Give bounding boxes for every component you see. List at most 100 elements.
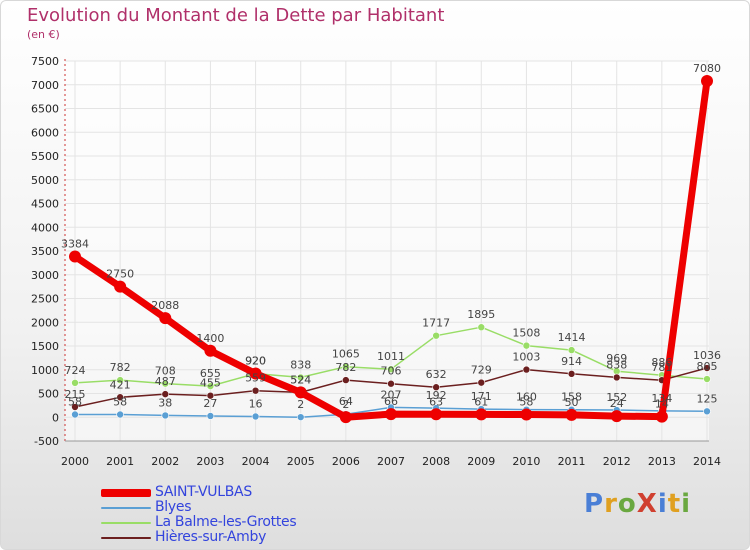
data-label: 61 [474,395,488,408]
data-point [475,408,488,421]
logo-letter: i [657,489,668,519]
logo-letter: i [681,489,692,519]
x-tick-label: 2014 [693,455,721,468]
data-label: 7080 [693,62,721,75]
data-point [432,383,440,392]
y-tick-label: 4500 [31,198,59,211]
data-label: 27 [203,397,217,410]
data-point [296,373,305,382]
grid-lines [65,60,709,442]
data-label: 58 [68,395,82,408]
data-label: 455 [200,377,221,390]
data-label: 152 [606,391,627,404]
data-point [116,393,124,402]
data-label: 782 [335,361,356,374]
data-label: 171 [471,390,492,403]
data-labels: 3384 2750 2088 1400 920 524 2 66 63 61 58 50 24 14 708… [61,62,721,411]
logo-letter: X [636,489,658,519]
data-point [71,379,79,387]
y-tick-label: 3000 [31,269,59,282]
data-label: 38 [158,396,172,409]
data-label: 2088 [151,299,179,312]
data-label: 207 [381,388,402,401]
data-point [567,370,576,378]
chart-subtitle: (en €) [27,28,60,41]
x-tick-label: 2012 [603,455,631,468]
data-point [703,364,711,372]
data-point [703,375,711,383]
logo-letter: t [667,489,682,519]
y-tick-label: 500 [38,388,59,401]
y-tick-label: 2500 [31,293,59,306]
data-point [206,382,215,390]
data-point [701,74,713,87]
data-label: 724 [65,364,86,377]
legend-swatch [101,521,151,524]
data-label: 24 [610,397,624,410]
y-tick-label: 6500 [31,103,59,116]
data-label: 2 [297,398,304,411]
data-point [522,341,531,350]
proxiti-logo: ProXiti [584,489,691,519]
data-label: 1003 [512,351,540,364]
data-label: 632 [426,368,447,381]
data-point [204,344,217,357]
x-tick-label: 2001 [106,455,134,468]
x-tick-label: 2007 [377,455,405,468]
data-label: 1011 [377,350,405,363]
data-label: 782 [110,361,131,374]
logo-letter: r [604,489,618,519]
data-label: 1508 [512,327,540,340]
logo-letter: o [617,489,637,519]
data-label: 125 [697,392,718,405]
data-label: 655 [200,367,221,380]
data-label: 838 [606,358,627,371]
legend-swatch [101,488,151,497]
data-label: 524 [290,373,311,386]
data-point [251,386,260,395]
data-label: 3384 [61,238,89,251]
data-point [655,410,668,423]
data-point [294,386,307,399]
data-point [296,413,305,421]
data-label: 58 [113,395,127,408]
data-label: 192 [426,389,447,402]
x-tick-label: 2008 [422,455,450,468]
data-point [161,379,170,388]
data-label: 1400 [196,332,224,345]
data-point [387,365,395,374]
y-tick-label: 7000 [31,79,59,92]
data-label: 2 [342,398,349,411]
data-label: 487 [155,375,176,388]
data-point [206,391,215,400]
y-tick-label: 3500 [31,245,59,258]
data-label: 50 [565,396,579,409]
y-tick-label: 5500 [31,150,59,163]
x-tick-label: 2009 [467,455,495,468]
data-label: 708 [155,365,176,378]
x-tick-label: 2000 [61,455,89,468]
x-tick-label: 2011 [558,455,586,468]
logo-letter: P [584,489,605,519]
y-tick-label: 5000 [31,174,59,187]
data-label: 158 [561,391,582,404]
data-point [69,250,81,263]
data-point [430,408,443,421]
data-point [610,410,623,423]
y-tick-label: 1000 [31,364,59,377]
data-point [385,408,397,421]
data-label: 805 [697,360,718,373]
data-label: 421 [110,378,131,391]
data-label: 1895 [467,308,495,321]
chart-title: Evolution du Montant de la Dette par Hab… [27,5,445,26]
legend-swatch [101,536,151,539]
data-label: 1414 [558,331,586,344]
data-label: 160 [516,391,537,404]
data-point [567,346,576,354]
data-label: 524 [290,373,311,386]
data-label: 215 [65,388,86,401]
axes: -500 0 500 1000 1500 2000 2500 3000 3500 4000 4500… [31,55,721,468]
data-label: 781 [651,361,672,374]
data-label: 838 [290,358,311,371]
